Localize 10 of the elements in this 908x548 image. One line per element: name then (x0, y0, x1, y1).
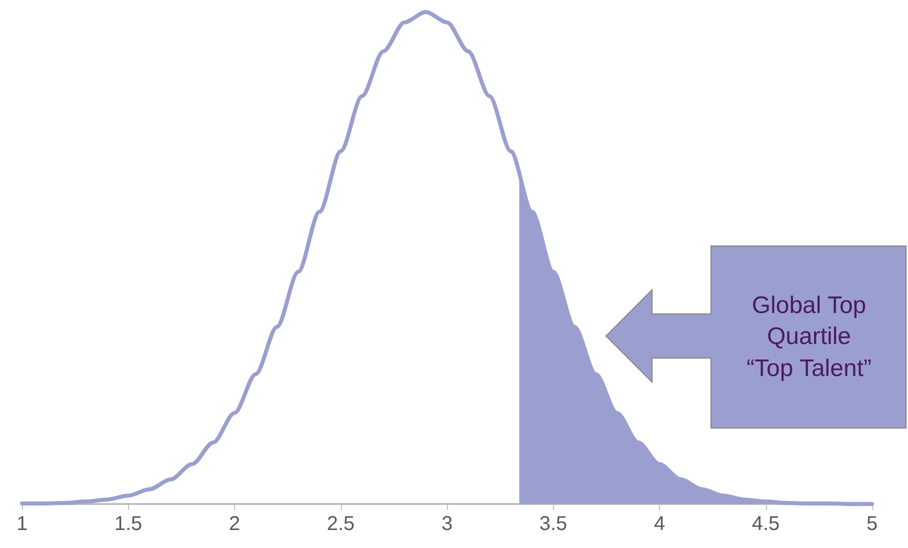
x-tick-label: 3 (441, 513, 453, 535)
x-tick-label: 3.5 (539, 513, 568, 535)
x-tick-label: 1 (16, 513, 28, 535)
x-tick-label: 2 (228, 513, 240, 535)
annotation: Global Top Quartile “Top Talent” (746, 291, 872, 384)
x-tick-label: 4.5 (752, 513, 780, 535)
x-tick-label: 2.5 (326, 513, 355, 535)
x-tick-label: 1.5 (114, 513, 142, 535)
x-tick-label: 4 (654, 513, 666, 535)
x-tick-label: 5 (866, 513, 878, 535)
